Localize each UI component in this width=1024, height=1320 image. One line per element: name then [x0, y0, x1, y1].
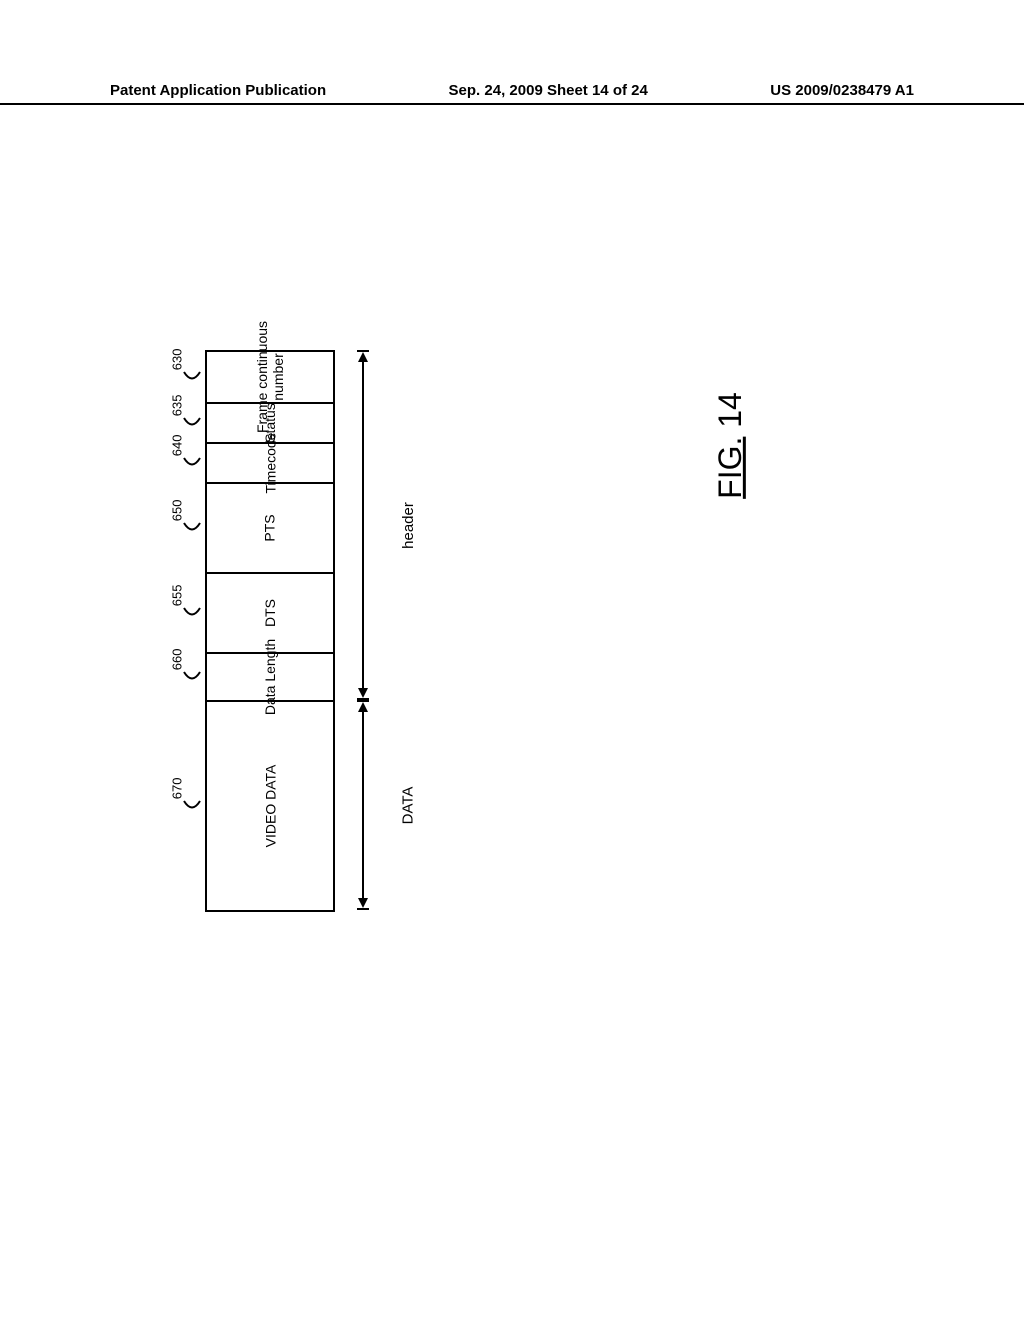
reference-connector-icon	[183, 607, 201, 621]
reference-connector-icon	[183, 522, 201, 536]
header-right: US 2009/0238479 A1	[770, 82, 914, 99]
row-label: PTS	[262, 514, 278, 541]
figure-label-number: 14	[712, 392, 748, 428]
section-label: DATA	[388, 700, 428, 910]
data-row: Frame continuousnumber630	[207, 352, 333, 404]
data-row: VIDEO DATA670	[207, 702, 333, 912]
data-row: Data Length660	[207, 654, 333, 702]
header-left: Patent Application Publication	[110, 82, 326, 99]
reference-connector-icon	[183, 417, 201, 431]
section-bracket	[345, 700, 381, 910]
figure-label: FIG. 14	[700, 360, 760, 530]
reference-connector-icon	[183, 371, 201, 385]
data-row: PTS650	[207, 484, 333, 574]
row-label: DTS	[262, 599, 278, 627]
data-structure-diagram: Frame continuousnumber630Status635Timeco…	[130, 350, 460, 1070]
reference-connector-icon	[183, 671, 201, 685]
data-structure-table: Frame continuousnumber630Status635Timeco…	[205, 350, 335, 912]
page-header: Patent Application Publication Sep. 24, …	[0, 82, 1024, 105]
reference-connector-icon	[183, 800, 201, 814]
header-center: Sep. 24, 2009 Sheet 14 of 24	[449, 82, 648, 99]
reference-connector-icon	[183, 457, 201, 471]
section-bracket	[345, 350, 381, 700]
section-label: header	[388, 350, 428, 700]
figure-label-prefix: FIG.	[712, 436, 748, 498]
data-row: Timecode640	[207, 444, 333, 484]
row-label: VIDEO DATA	[262, 765, 278, 848]
